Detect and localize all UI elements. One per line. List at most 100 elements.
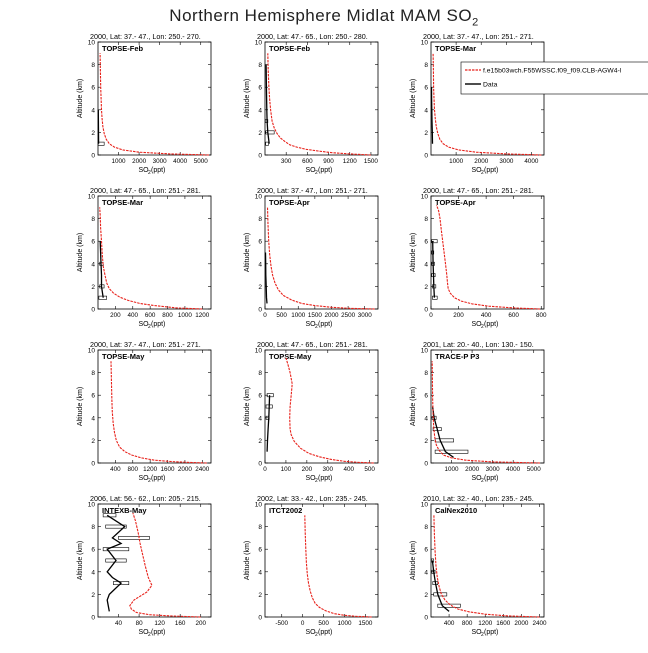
x-tick-label: 800: [162, 312, 173, 319]
y-tick-label: 8: [91, 216, 95, 223]
y-tick-label: 2: [91, 130, 95, 137]
x-tick-label: 2500: [341, 312, 356, 319]
x-tick-label: 600: [508, 312, 519, 319]
y-tick-label: 6: [91, 239, 95, 246]
y-tick-label: 8: [91, 370, 95, 377]
x-tick-label: 1000: [449, 158, 464, 165]
y-tick-label: 10: [421, 348, 429, 355]
model-line: [434, 515, 540, 617]
y-tick-label: 4: [424, 415, 428, 422]
x-tick-label: 3000: [358, 312, 373, 319]
obs-line: [433, 241, 435, 298]
y-tick-label: 0: [258, 307, 262, 314]
model-line: [111, 361, 207, 463]
obs-range-box: [119, 536, 150, 539]
y-tick-label: 10: [421, 40, 429, 47]
x-tick-label: 1500: [358, 620, 373, 627]
model-line: [268, 53, 371, 155]
x-tick-label: 500: [318, 620, 329, 627]
campaign-label: TOPSE-May: [269, 352, 312, 361]
y-tick-label: 2: [424, 130, 428, 137]
y-tick-label: 4: [258, 569, 262, 576]
x-tick-label: 4000: [173, 158, 188, 165]
x-tick-label: 1000: [112, 158, 127, 165]
y-tick-label: 0: [424, 461, 428, 468]
y-tick-label: 10: [88, 194, 96, 201]
legend-obs-label: Data: [483, 82, 498, 89]
plot-frame: [98, 350, 211, 463]
model-line: [100, 53, 209, 155]
obs-range-box: [434, 593, 447, 596]
y-tick-label: 4: [258, 261, 262, 268]
x-tick-label: 800: [462, 620, 473, 627]
figure-title-text: Northern Hemisphere Midlat MAM SO: [169, 6, 472, 25]
y-axis-label: Altitude (km): [410, 233, 417, 272]
obs-line: [107, 515, 125, 611]
panel-header: 2000, Lat: 37.- 47., Lon: 250.- 270.: [90, 32, 201, 41]
campaign-label: TOPSE-Mar: [102, 198, 143, 207]
y-axis-label: Altitude (km): [410, 387, 417, 426]
y-tick-label: 8: [91, 524, 95, 531]
panel-12: 2010, Lat: 32.- 40., Lon: 235.- 245.CalN…: [410, 494, 547, 638]
x-axis-label-unit: (ppt): [151, 167, 165, 174]
x-tick-label: 400: [444, 620, 455, 627]
y-tick-label: 4: [91, 415, 95, 422]
panel-header: 2000, Lat: 47.- 65., Lon: 251.- 281.: [423, 186, 534, 195]
y-tick-label: 2: [91, 284, 95, 291]
y-tick-label: 8: [258, 62, 262, 69]
campaign-label: TOPSE-Feb: [269, 44, 311, 53]
y-tick-label: 2: [424, 284, 428, 291]
x-tick-label: 2000: [465, 466, 480, 473]
campaign-label: TOPSE-Apr: [269, 198, 310, 207]
obs-line: [266, 65, 269, 144]
figure-title: Northern Hemisphere Midlat MAM SO2: [0, 6, 648, 28]
x-tick-label: 600: [302, 158, 313, 165]
model-line: [432, 361, 540, 463]
x-tick-label: 1000: [445, 466, 460, 473]
y-tick-label: 6: [258, 239, 262, 246]
obs-line: [432, 87, 433, 144]
x-tick-label: 200: [302, 466, 313, 473]
y-tick-label: 6: [424, 547, 428, 554]
x-tick-label: 800: [536, 312, 547, 319]
x-tick-label: 2000: [474, 158, 489, 165]
model-line: [305, 515, 372, 617]
x-axis-label-unit: (ppt): [318, 321, 332, 328]
x-tick-label: 3000: [153, 158, 168, 165]
y-tick-label: 10: [421, 194, 429, 201]
y-axis-label: Altitude (km): [244, 79, 251, 118]
plot-frame: [265, 196, 378, 309]
x-tick-label: 1200: [195, 312, 210, 319]
campaign-label: TOPSE-Mar: [435, 44, 476, 53]
x-tick-label: 800: [128, 466, 139, 473]
obs-range-box: [435, 439, 453, 442]
y-tick-label: 8: [258, 524, 262, 531]
panel-11: 2002, Lat: 33.- 42., Lon: 235.- 245.ITCT…: [244, 494, 378, 638]
y-tick-label: 10: [421, 502, 429, 509]
y-tick-label: 6: [91, 547, 95, 554]
panel-5: 2000, Lat: 37.- 47., Lon: 251.- 271.TOPS…: [244, 186, 378, 330]
x-tick-label: 5000: [527, 466, 542, 473]
y-axis-label: Altitude (km): [77, 233, 84, 272]
y-tick-label: 0: [91, 615, 95, 622]
obs-line: [432, 561, 449, 612]
x-tick-label: 1600: [161, 466, 176, 473]
plot-frame: [431, 504, 544, 617]
y-tick-label: 2: [258, 438, 262, 445]
x-tick-label: 200: [453, 312, 464, 319]
y-axis-label: Altitude (km): [244, 233, 251, 272]
x-tick-label: 300: [323, 466, 334, 473]
panel-header: 2000, Lat: 47.- 65., Lon: 251.- 281.: [257, 340, 368, 349]
x-tick-label: 0: [301, 620, 305, 627]
x-tick-label: 1500: [308, 312, 323, 319]
y-tick-label: 6: [424, 85, 428, 92]
x-tick-label: 1600: [496, 620, 511, 627]
y-tick-label: 10: [255, 40, 263, 47]
y-axis-label: Altitude (km): [244, 541, 251, 580]
x-tick-label: 2000: [178, 466, 193, 473]
y-tick-label: 4: [424, 261, 428, 268]
x-tick-label: 2000: [514, 620, 529, 627]
campaign-label: TOPSE-Feb: [102, 44, 144, 53]
model-line: [100, 207, 203, 309]
